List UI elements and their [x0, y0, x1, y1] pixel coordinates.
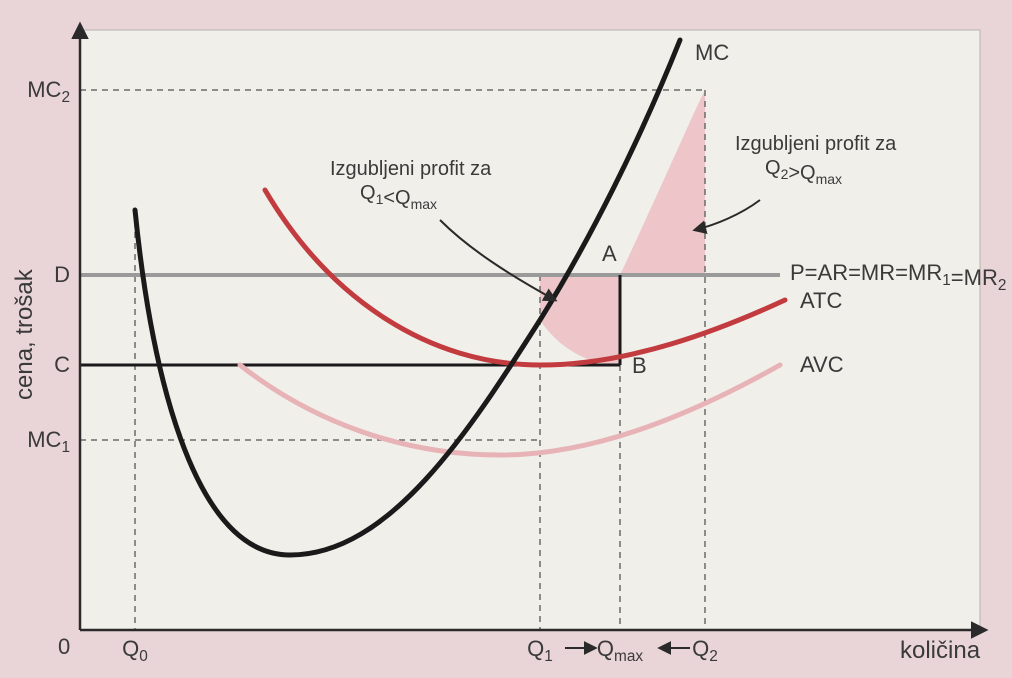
annotation-text: Izgubljeni profit za: [330, 158, 492, 180]
origin-label: 0: [58, 634, 70, 659]
annotation-text: Izgubljeni profit za: [735, 133, 897, 155]
y-tick-C: C: [54, 352, 70, 377]
avc-label: AVC: [800, 352, 844, 377]
economics-cost-chart: 0cena, trošakkoličinaMC2DCMC1Q0Q1QmaxQ2M…: [0, 0, 1012, 678]
chart-frame: 0cena, trošakkoličinaMC2DCMC1Q0Q1QmaxQ2M…: [0, 0, 1012, 678]
point-A-label: A: [602, 241, 617, 266]
mc-label: MC: [695, 40, 729, 65]
point-B-label: B: [632, 353, 647, 378]
x-axis-title: količina: [900, 637, 981, 664]
y-tick-D: D: [54, 262, 70, 287]
atc-label: ATC: [800, 288, 842, 313]
y-axis-title: cena, trošak: [11, 268, 38, 400]
